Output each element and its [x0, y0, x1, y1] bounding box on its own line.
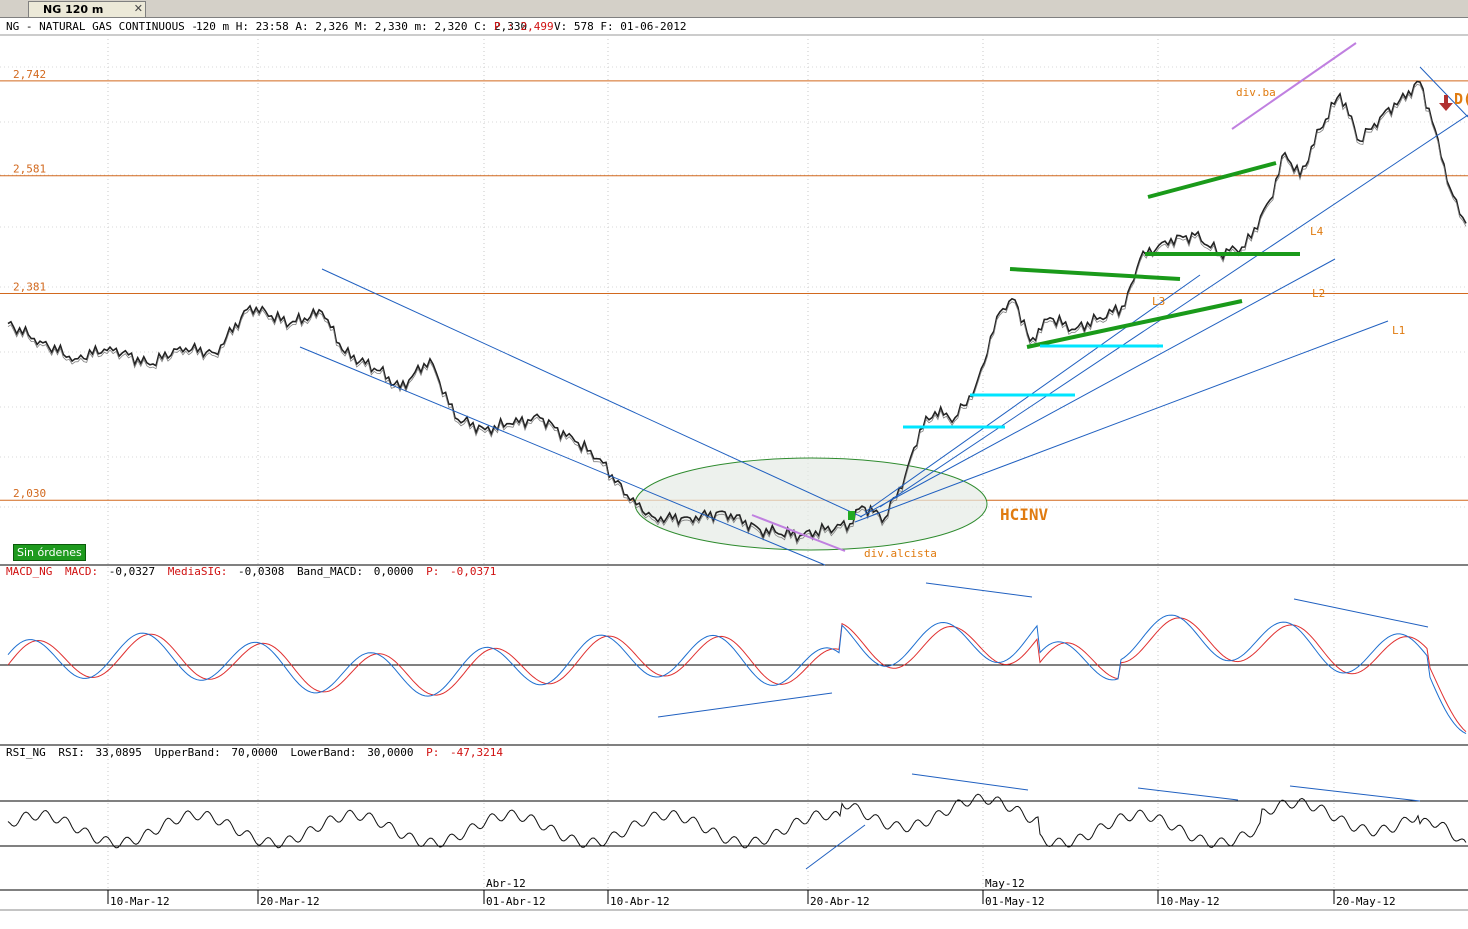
flag-top-line — [1147, 161, 1277, 199]
chart-svg[interactable]: NG - NATURAL GAS CONTINUOUS - 120 m H: 2… — [0, 17, 1468, 926]
header-stats: 120 m H: 23:58 A: 2,326 M: 2,330 m: 2,32… — [196, 20, 527, 33]
div-alcista-label: div.alcista — [864, 547, 937, 560]
rsi-header: RSI_NG RSI: 33,0895 UpperBand: 70,0000 L… — [6, 746, 503, 759]
level-label-2: 2,381 — [13, 281, 46, 294]
macd-label: MACD: — [65, 565, 98, 578]
x-month-label-0: Abr-12 — [486, 877, 526, 890]
header-price: P : 2,499 — [494, 20, 554, 33]
header-symbol: NG - NATURAL GAS CONTINUOUS - — [6, 20, 198, 33]
l3-label: L3 — [1152, 295, 1165, 308]
price-levels: 2,742 2,581 2,381 2,030 — [0, 68, 1468, 501]
rsi-divergence-line-2 — [911, 773, 1029, 791]
macd-divergence-line-2 — [925, 582, 1033, 598]
level-label-3: 2,030 — [13, 487, 46, 500]
triangle-top-line — [1009, 267, 1181, 281]
x-tick-label-3: 10-Abr-12 — [610, 895, 670, 908]
macd-value: -0,0327 — [109, 565, 155, 578]
status-badge[interactable]: Sin órdenes — [13, 544, 86, 561]
trend-line-l1 — [854, 320, 1389, 523]
rsi-upper-value: 70,0000 — [231, 746, 277, 759]
macd-line — [7, 614, 1467, 735]
x-axis: 10-Mar-12 20-Mar-12 01-Abr-12 10-Abr-12 20-A… — [107, 877, 1396, 908]
rsi-divergence-line-3 — [1137, 787, 1239, 801]
l4-label: L4 — [1310, 225, 1324, 238]
channel-lower-line — [299, 346, 826, 566]
l2-label: L2 — [1312, 287, 1325, 300]
hcinv-label: HCINV — [1000, 505, 1049, 524]
arrow-annotation: D( — [1454, 90, 1468, 108]
level-label-0: 2,742 — [13, 68, 46, 81]
rsi-divergence-line-4 — [1289, 785, 1421, 802]
rsi-label: RSI: — [58, 746, 85, 759]
rsi-name: RSI_NG — [6, 746, 46, 759]
hcinv-ellipse — [634, 457, 988, 551]
rsi-p-label: P: — [426, 746, 439, 759]
macd-band-value: 0,0000 — [374, 565, 414, 578]
chart-tab[interactable]: NG 120 m ✕ — [28, 1, 146, 17]
div-bajista-label: div.ba — [1236, 86, 1276, 99]
divergence-line-bull — [751, 514, 846, 552]
x-tick-label-1: 20-Mar-12 — [260, 895, 320, 908]
close-icon[interactable]: ✕ — [133, 2, 143, 15]
rsi-value: 33,0895 — [96, 746, 142, 759]
x-tick-label-6: 10-May-12 — [1160, 895, 1220, 908]
macd-divergence-line-1 — [657, 692, 833, 718]
chart-tab-label: NG 120 m — [43, 3, 104, 16]
trend-line-top — [1419, 66, 1468, 118]
level-label-1: 2,581 — [13, 163, 46, 176]
macd-sig-value: -0,0308 — [238, 565, 284, 578]
rsi-lower-value: 30,0000 — [367, 746, 413, 759]
macd-band-label: Band_MACD: — [297, 565, 363, 578]
divergence-line-bear — [1231, 42, 1357, 130]
x-month-label-1: May-12 — [985, 877, 1025, 890]
l1-label: L1 — [1392, 324, 1405, 337]
macd-name: MACD_NG — [6, 565, 52, 578]
chart-area[interactable]: NG - NATURAL GAS CONTINUOUS - 120 m H: 2… — [0, 17, 1468, 926]
macd-p-value: -0,0371 — [450, 565, 496, 578]
rsi-divergence-line-1 — [805, 824, 866, 870]
x-tick-label-5: 01-May-12 — [985, 895, 1045, 908]
rsi-line — [7, 793, 1467, 849]
tab-bar: NG 120 m ✕ — [0, 0, 1468, 18]
macd-header: MACD_NG MACD: -0,0327 MediaSIG: -0,0308 … — [6, 565, 496, 578]
macd-signal-line — [7, 617, 1467, 733]
rsi-p-value: -47,3214 — [450, 746, 503, 759]
gridlines — [0, 35, 1468, 890]
trend-line-l2 — [859, 258, 1336, 518]
x-tick-label-4: 20-Abr-12 — [810, 895, 870, 908]
macd-p-label: P: — [426, 565, 439, 578]
header-tail: V: 578 F: 01-06-2012 — [554, 20, 686, 33]
x-tick-label-0: 10-Mar-12 — [110, 895, 170, 908]
triangle-bottom-line — [1026, 299, 1243, 349]
x-tick-label-7: 20-May-12 — [1336, 895, 1396, 908]
rsi-upper-label: UpperBand: — [154, 746, 220, 759]
down-arrow-icon — [1439, 95, 1453, 111]
buy-marker-icon — [848, 511, 855, 520]
rsi-series — [7, 793, 1467, 849]
channel-upper-line — [321, 268, 863, 518]
trend-line-l4 — [879, 114, 1468, 508]
rsi-lower-label: LowerBand: — [290, 746, 356, 759]
macd-series — [7, 614, 1467, 735]
macd-divergence-line-3 — [1293, 598, 1429, 628]
x-tick-label-2: 01-Abr-12 — [486, 895, 546, 908]
macd-sig-label: MediaSIG: — [168, 565, 228, 578]
